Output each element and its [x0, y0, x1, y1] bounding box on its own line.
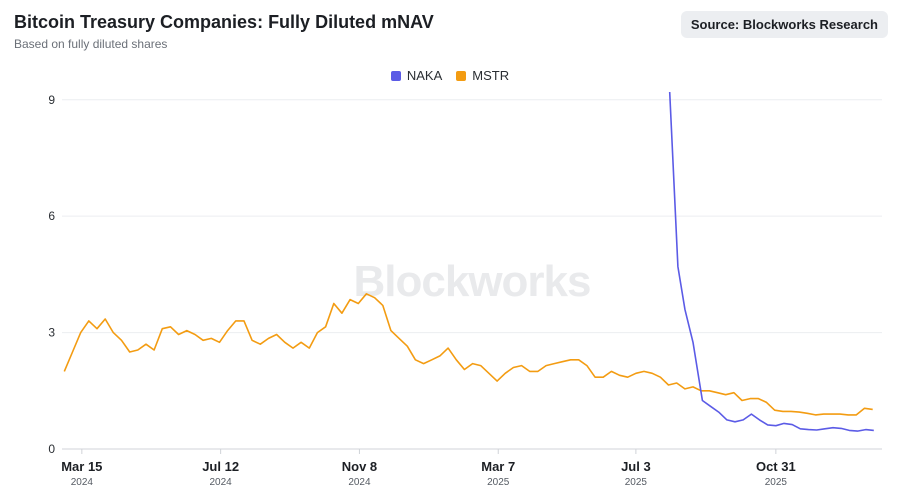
- legend-item-naka[interactable]: NAKA: [390, 68, 443, 83]
- x-tick-year: 2024: [210, 477, 233, 488]
- legend-swatch-naka: [390, 70, 401, 81]
- x-tick-label: Nov 8: [342, 459, 377, 474]
- x-tick-label: Jul 12: [202, 459, 239, 474]
- legend-label-mstr: MSTR: [472, 68, 510, 83]
- legend-item-mstr[interactable]: MSTR: [456, 68, 509, 83]
- watermark: Blockworks: [354, 257, 591, 306]
- x-tick-year: 2024: [71, 477, 94, 488]
- x-tick-label: Mar 15: [61, 459, 102, 474]
- y-axis: 0 3 6 9: [48, 93, 55, 456]
- y-tick-label: 3: [48, 326, 55, 340]
- chart-title: Bitcoin Treasury Companies: Fully Dilute…: [14, 12, 434, 32]
- x-tick-label: Mar 7: [481, 459, 515, 474]
- x-tick-year: 2024: [348, 477, 371, 488]
- legend-label-naka: NAKA: [406, 68, 443, 83]
- series-line-naka[interactable]: [668, 91, 874, 432]
- legend-swatch-mstr: [456, 70, 467, 81]
- series-line-mstr[interactable]: [63, 293, 873, 416]
- series-lines: [63, 91, 874, 432]
- chart-legend: NAKA MSTR: [0, 68, 900, 83]
- chart-subtitle: Based on fully diluted shares: [14, 37, 168, 51]
- gridlines: [62, 99, 882, 450]
- y-tick-label: 0: [48, 442, 55, 456]
- x-tick-year: 2025: [765, 477, 788, 488]
- x-tick-year: 2025: [625, 477, 648, 488]
- y-tick-label: 9: [48, 93, 55, 107]
- x-tick-label: Jul 3: [621, 459, 651, 474]
- x-tick-year: 2025: [487, 477, 510, 488]
- x-tick-label: Oct 31: [756, 459, 796, 474]
- y-tick-label: 6: [48, 209, 55, 223]
- x-axis: Mar 15 2024 Jul 12 2024 Nov 8 2024 Mar 7 2025 Ju…: [61, 449, 796, 488]
- source-badge[interactable]: Source: Blockworks Research: [680, 11, 888, 38]
